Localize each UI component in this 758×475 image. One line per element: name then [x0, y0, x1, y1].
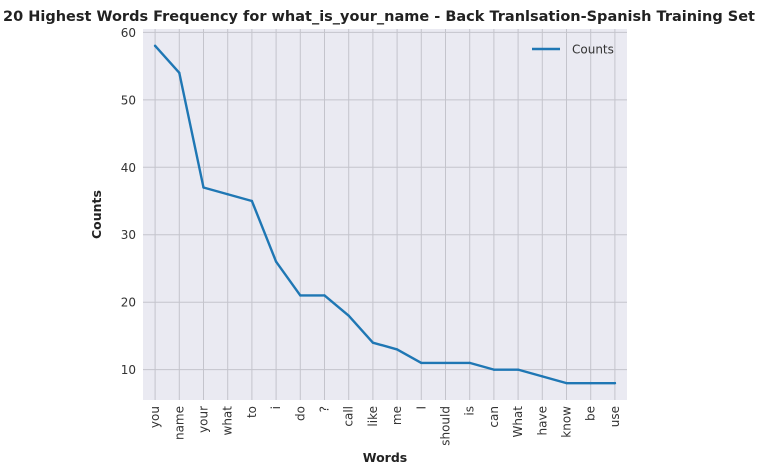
legend-label: Counts [572, 43, 614, 57]
x-tick-label: should [439, 406, 453, 446]
y-tick-label: 50 [121, 93, 136, 107]
plot-area [143, 29, 627, 400]
x-tick-label: call [342, 406, 356, 427]
data-point [565, 381, 568, 385]
data-point [226, 193, 229, 196]
x-tick-label: to [245, 406, 259, 418]
series-lines [153, 44, 617, 385]
y-tick-label: 10 [121, 363, 136, 377]
x-tick-label: i [269, 406, 283, 409]
data-point [492, 368, 496, 371]
data-point [202, 186, 205, 189]
series-line [153, 44, 617, 385]
data-point [613, 381, 617, 385]
y-tick-label: 20 [121, 296, 136, 310]
x-tick-label: you [148, 406, 162, 428]
y-axis-label: Counts [89, 190, 104, 239]
x-tick-label: is [463, 406, 477, 416]
x-tick-label: know [560, 406, 574, 438]
data-point [274, 260, 278, 263]
data-point [371, 341, 375, 344]
data-point [541, 375, 544, 378]
x-tick-label: be [584, 406, 598, 421]
x-tick-label: do [293, 406, 307, 421]
data-point [589, 381, 592, 385]
data-point [250, 199, 254, 203]
x-tick-label: your [197, 406, 211, 433]
y-tick-labels: 10 20 30 40 50 60 [121, 26, 136, 377]
x-tick-label: me [390, 406, 404, 425]
x-tick-label: have [535, 406, 549, 435]
x-tick-label: like [366, 406, 380, 427]
data-point [420, 361, 423, 365]
x-tick-label: I [414, 406, 428, 410]
x-tick-label: can [487, 406, 501, 428]
x-axis-label: Words [363, 450, 407, 465]
data-point [347, 314, 350, 317]
data-point [153, 44, 157, 48]
data-point [323, 294, 326, 297]
data-point [395, 348, 399, 351]
legend: Counts [532, 43, 614, 57]
x-tick-label: what [221, 406, 235, 436]
x-tick-label: use [608, 406, 622, 427]
data-point [516, 368, 520, 371]
y-tick-label: 40 [121, 161, 136, 175]
y-tick-label: 30 [121, 228, 136, 242]
x-tick-label: What [511, 406, 525, 438]
data-point [468, 361, 471, 365]
grid-lines [143, 29, 627, 400]
x-tick-label: name [172, 406, 186, 440]
data-point [178, 71, 181, 75]
chart-title: 20 Highest Words Frequency for what_is_y… [3, 9, 755, 25]
x-tick-label: ? [318, 406, 332, 412]
y-tick-label: 60 [121, 26, 136, 40]
data-point [444, 361, 447, 365]
data-point [299, 294, 302, 297]
